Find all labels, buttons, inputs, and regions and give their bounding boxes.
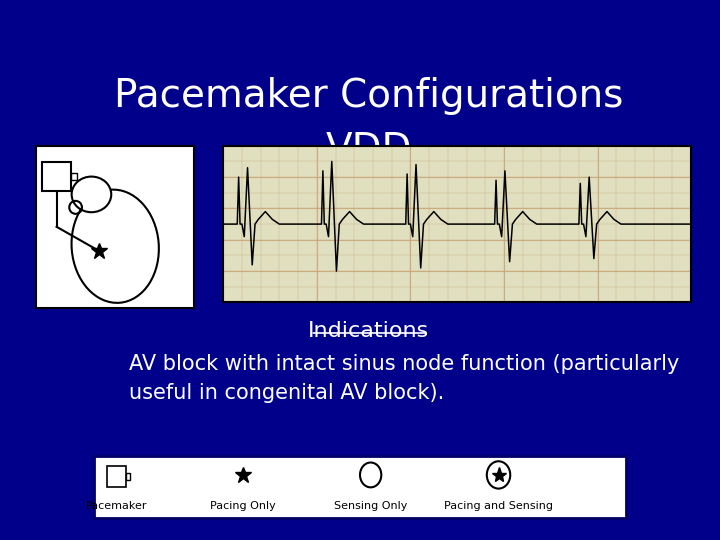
Text: Indications: Indications bbox=[308, 321, 430, 341]
Bar bbox=[125, 473, 130, 480]
Text: Pacemaker Configurations: Pacemaker Configurations bbox=[114, 77, 624, 115]
Text: Pacing and Sensing: Pacing and Sensing bbox=[444, 501, 553, 511]
Text: Pacing Only: Pacing Only bbox=[210, 501, 276, 511]
Bar bbox=[42, 162, 71, 191]
Ellipse shape bbox=[72, 177, 112, 212]
Text: VDD: VDD bbox=[326, 131, 412, 170]
Ellipse shape bbox=[71, 190, 159, 303]
Text: Pacemaker: Pacemaker bbox=[86, 501, 147, 511]
Bar bbox=[71, 173, 77, 180]
Bar bbox=[107, 465, 125, 487]
Text: Sensing Only: Sensing Only bbox=[334, 501, 408, 511]
Text: AV block with intact sinus node function (particularly
useful in congenital AV b: AV block with intact sinus node function… bbox=[129, 354, 680, 403]
